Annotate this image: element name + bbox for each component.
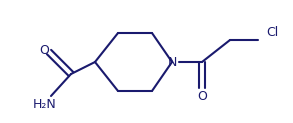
Text: H₂N: H₂N — [33, 98, 57, 110]
Text: O: O — [39, 44, 49, 56]
Text: Cl: Cl — [266, 25, 278, 38]
Text: N: N — [167, 55, 177, 69]
Text: O: O — [197, 91, 207, 103]
